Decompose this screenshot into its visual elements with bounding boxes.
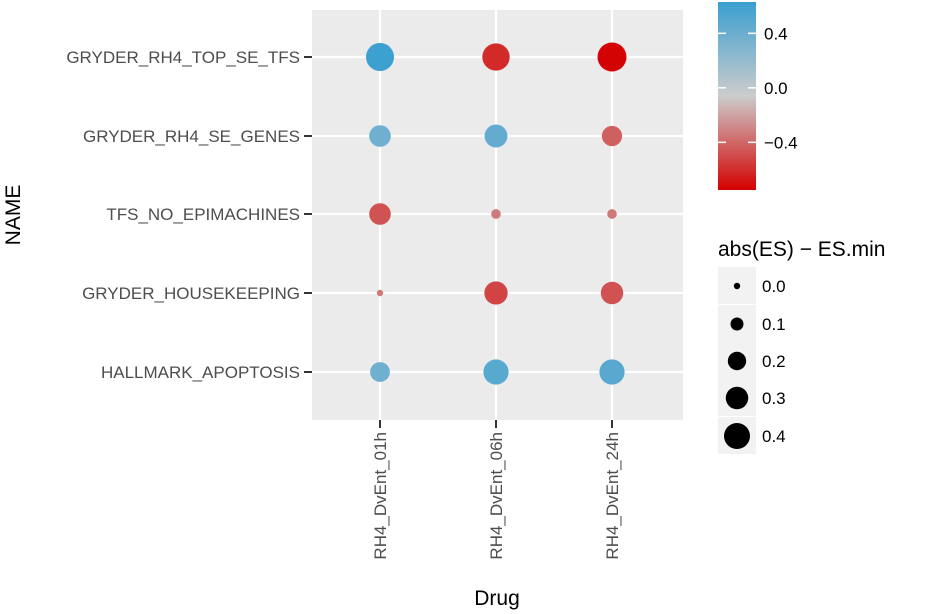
color-legend-label: 0.4 xyxy=(764,24,788,43)
x-tick-label: RH4_DvEnt_24h xyxy=(603,432,622,560)
x-tick-label: RH4_DvEnt_06h xyxy=(487,432,506,560)
x-axis: RH4_DvEnt_01h RH4_DvEnt_06h RH4_DvEnt_24h xyxy=(371,420,622,560)
y-tick-label: GRYDER_HOUSEKEEPING xyxy=(82,284,300,303)
size-legend-dot xyxy=(725,386,749,410)
size-legend-label: 0.4 xyxy=(762,427,786,446)
y-axis: GRYDER_RH4_TOP_SE_TFS GRYDER_RH4_SE_GENES… xyxy=(66,48,312,382)
data-point xyxy=(483,359,509,385)
size-legend-dot xyxy=(724,423,750,449)
size-legend-dot xyxy=(727,351,747,371)
data-point xyxy=(597,42,627,72)
y-axis-title: NAME xyxy=(2,185,25,246)
y-tick-label: GRYDER_RH4_TOP_SE_TFS xyxy=(66,48,300,67)
data-point xyxy=(369,125,391,147)
data-point xyxy=(491,209,501,219)
data-point xyxy=(601,125,623,147)
y-tick-label: TFS_NO_EPIMACHINES xyxy=(106,205,300,224)
color-legend: 0.4 0.0 −0.4 xyxy=(718,2,798,190)
y-tick-label: GRYDER_RH4_SE_GENES xyxy=(83,127,300,146)
size-legend: abs(ES) − ES.min 0.0 0.1 0.2 0.3 0.4 xyxy=(718,238,885,454)
data-point xyxy=(370,362,390,382)
x-axis-title: Drug xyxy=(474,587,520,610)
data-point xyxy=(600,281,624,305)
data-point xyxy=(482,43,510,71)
data-point xyxy=(484,124,508,148)
size-legend-title: abs(ES) − ES.min xyxy=(718,238,885,261)
size-legend-dot xyxy=(733,282,741,290)
color-bar xyxy=(718,2,756,190)
data-point xyxy=(484,281,508,305)
data-point xyxy=(369,203,391,225)
color-legend-label: −0.4 xyxy=(764,133,798,152)
color-legend-label: 0.0 xyxy=(764,79,788,98)
data-point xyxy=(365,42,395,72)
y-tick-label: HALLMARK_APOPTOSIS xyxy=(101,363,300,382)
data-points xyxy=(365,42,627,385)
data-point xyxy=(599,359,625,385)
size-legend-label: 0.1 xyxy=(762,315,786,334)
size-legend-dot xyxy=(730,317,744,331)
data-point xyxy=(376,289,384,297)
data-point xyxy=(607,209,617,219)
size-legend-label: 0.3 xyxy=(762,389,786,408)
size-legend-label: 0.2 xyxy=(762,352,786,371)
size-legend-label: 0.0 xyxy=(762,277,786,296)
x-tick-label: RH4_DvEnt_01h xyxy=(371,432,390,560)
